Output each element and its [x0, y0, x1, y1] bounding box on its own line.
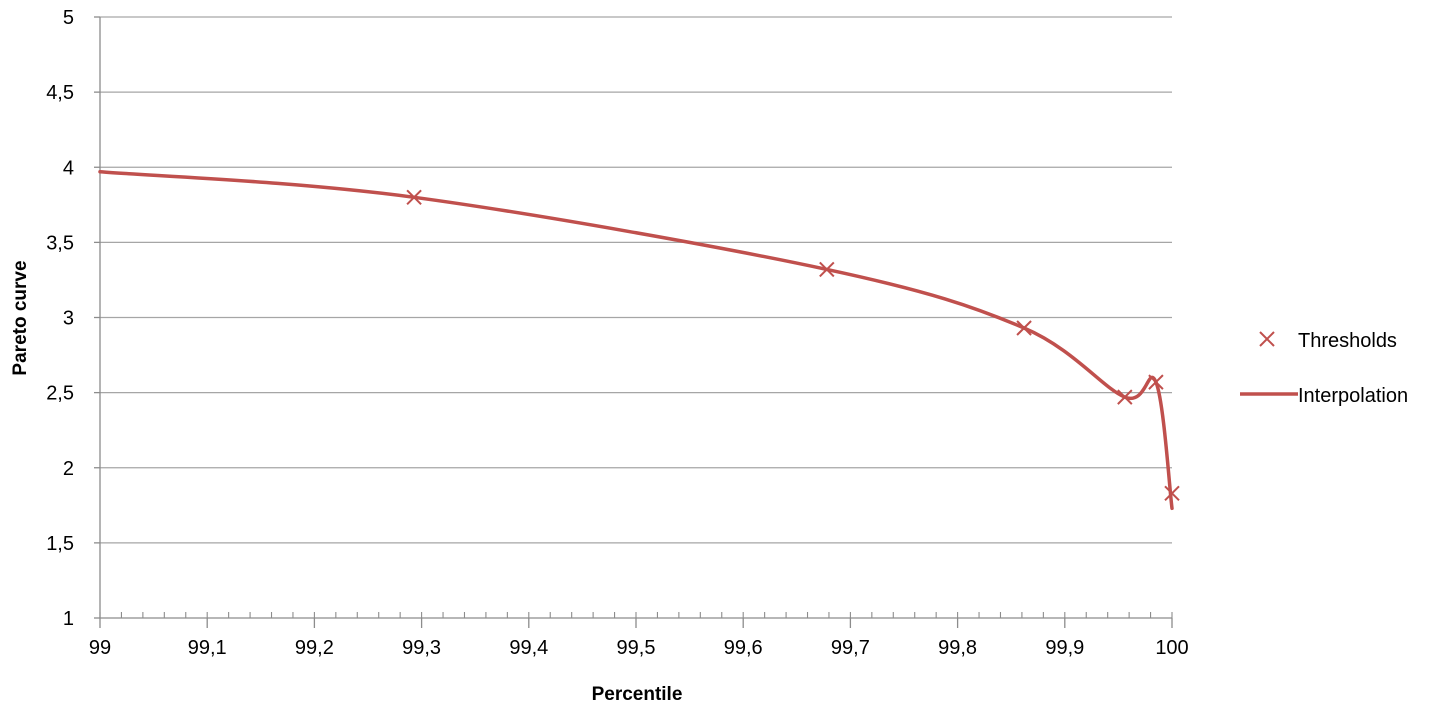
- threshold-point: [1164, 485, 1180, 501]
- x-tick-label: 99,9: [1045, 637, 1084, 659]
- x-marker-stroke: [1148, 374, 1164, 390]
- x-marker-stroke: [406, 189, 422, 206]
- y-tick-label: 2,5: [46, 383, 74, 405]
- y-tick-label: 4,5: [46, 82, 74, 104]
- x-tick-label: 99,3: [402, 637, 441, 659]
- y-tick-label: 3: [63, 308, 74, 330]
- gridlines: [100, 16, 1172, 544]
- x-tick-label: 99: [89, 637, 111, 659]
- y-axis-title: Pareto curve: [10, 260, 31, 375]
- x-marker-stroke: [1164, 485, 1180, 501]
- legend: Thresholds Interpolation: [1240, 330, 1408, 407]
- thresholds-series: [406, 189, 1180, 501]
- interpolation-line: [98, 170, 1174, 511]
- x-marker-stroke: [1016, 320, 1032, 336]
- x-marker-stroke: [819, 261, 835, 278]
- x-tick-label: 99,4: [509, 637, 548, 659]
- legend-item-thresholds: Thresholds: [1259, 330, 1397, 352]
- y-tick-label: 4: [63, 157, 74, 179]
- y-tick-labels: 1 1,5 2 2,5 3 3,5 4 4,5 5: [46, 7, 74, 630]
- y-tick-label: 1: [63, 608, 74, 630]
- x-tick-label: 99,7: [831, 637, 870, 659]
- legend-item-interpolation: Interpolation: [1240, 385, 1408, 407]
- y-tick-label: 3,5: [46, 232, 74, 254]
- legend-label-thresholds: Thresholds: [1298, 330, 1397, 352]
- x-tick-label: 99,1: [188, 637, 227, 659]
- y-tick-label: 1,5: [46, 533, 74, 555]
- axes: [94, 16, 1173, 628]
- legend-x-shape: [1259, 331, 1275, 347]
- x-axis-title: Percentile: [592, 684, 683, 705]
- x-tick-label: 99,8: [938, 637, 977, 659]
- x-tick-label: 99,6: [724, 637, 763, 659]
- y-tick-label: 2: [63, 458, 74, 480]
- x-tick-label: 100: [1155, 637, 1188, 659]
- x-marker-stroke: [1117, 389, 1133, 405]
- interpolation-series: [98, 170, 1174, 511]
- y-tick-label: 5: [63, 7, 74, 29]
- threshold-point: [406, 189, 422, 206]
- x-tick-labels: 99 99,1 99,2 99,3 99,4 99,5 99,6 99,7 99,8 99,9 10…: [89, 637, 1189, 659]
- threshold-point: [1016, 320, 1032, 336]
- x-tick-label: 99,5: [617, 637, 656, 659]
- x-marker-stroke: [1259, 331, 1275, 347]
- threshold-point: [1148, 374, 1164, 390]
- threshold-point: [1117, 389, 1133, 405]
- legend-label-interpolation: Interpolation: [1298, 385, 1408, 407]
- threshold-point: [819, 261, 835, 278]
- x-tick-label: 99,2: [295, 637, 334, 659]
- legend-x-marker-icon: [1259, 331, 1275, 347]
